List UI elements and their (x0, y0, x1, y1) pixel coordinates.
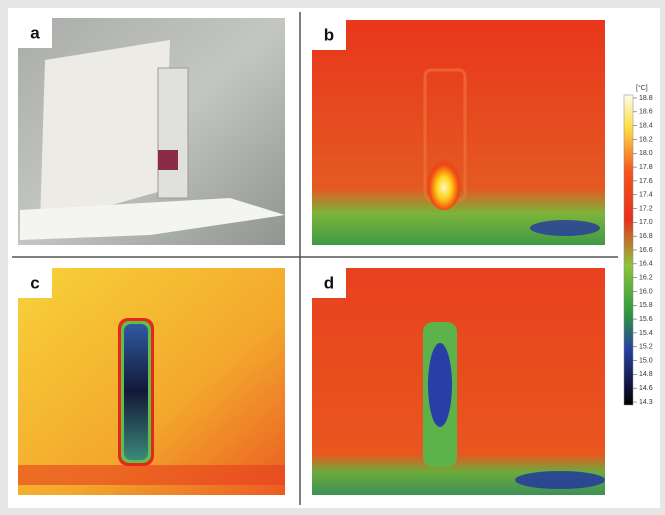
strip-cold (428, 343, 452, 427)
colorbar-tick-label: 18.8 (639, 95, 653, 102)
colorbar-tick-label: 14.3 (639, 399, 653, 406)
colorbar-tick-label: 16.8 (639, 233, 653, 240)
colorbar-tick-label: 18.2 (639, 136, 653, 143)
cold-spot (530, 220, 600, 236)
strip-cold (124, 324, 148, 460)
colorbar-tick-label: 18.0 (639, 150, 653, 157)
panel-label: d (324, 273, 334, 292)
colorbar-tick-label: 15.2 (639, 344, 653, 351)
colorbar-tick-label: 17.8 (639, 164, 653, 171)
panel-label: a (30, 23, 40, 42)
floor-band (18, 465, 285, 485)
colorbar-tick-label: 17.2 (639, 205, 653, 212)
panel-label: c (30, 273, 39, 292)
strip (158, 68, 188, 198)
colorbar-tick-label: 18.4 (639, 122, 653, 129)
figure: a b c d [°C] 18.8 18.6 18.4 18.2 18.0 17.8 17.… (0, 0, 665, 515)
colorbar-tick-label: 17.6 (639, 178, 653, 185)
cold-spot (515, 471, 605, 489)
colorbar-tick-label: 16.4 (639, 261, 653, 268)
colorbar-tick-label: 18.6 (639, 109, 653, 116)
colorbar-tick-label: 15.0 (639, 357, 653, 364)
colorbar-tick-label: 14.6 (639, 385, 653, 392)
colorbar-tick-label: 15.4 (639, 330, 653, 337)
thermal-d (312, 268, 605, 495)
colorbar-tick-label: 17.0 (639, 219, 653, 226)
colorbar (624, 95, 633, 405)
sample (158, 150, 178, 170)
colorbar-tick-label: 15.6 (639, 316, 653, 323)
colorbar-tick-label: 16.2 (639, 274, 653, 281)
colorbar-tick-label: 15.8 (639, 302, 653, 309)
colorbar-tick-label: 17.4 (639, 192, 653, 199)
hot-spot (426, 154, 462, 210)
colorbar-unit: [°C] (636, 84, 648, 92)
thermal-b (312, 20, 605, 245)
colorbar-tick-label: 16.0 (639, 288, 653, 295)
colorbar-tick-label: 16.6 (639, 247, 653, 254)
panel-label: b (324, 25, 334, 44)
colorbar-tick-label: 14.8 (639, 371, 653, 378)
